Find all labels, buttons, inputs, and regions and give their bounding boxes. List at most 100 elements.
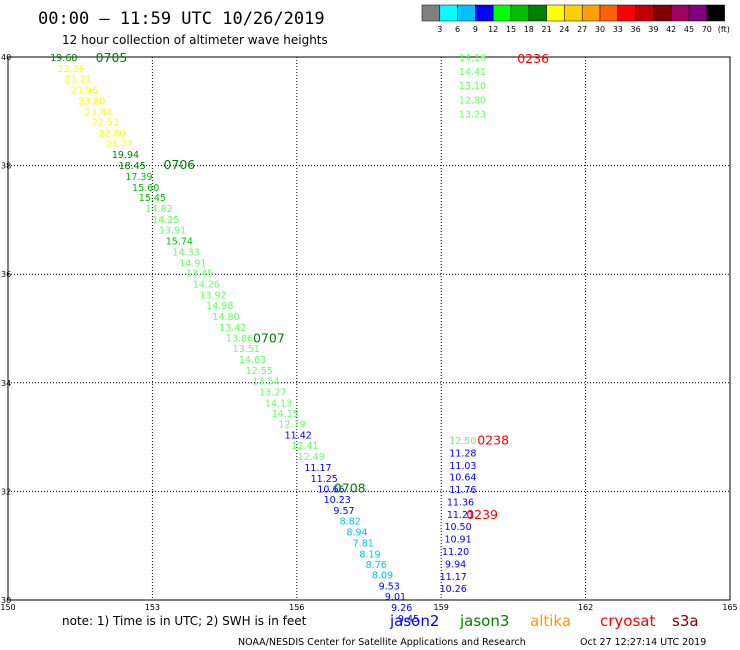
satellite-name: s3a	[672, 612, 699, 630]
pass-time-label: 0236	[517, 51, 549, 66]
colorbar-swatch	[421, 4, 441, 22]
colorbar-label: 9	[473, 25, 478, 34]
pass-time-label: 0705	[96, 50, 128, 65]
wave-height-point: 11.36	[447, 498, 474, 509]
colorbar-label: 70	[702, 25, 712, 34]
satellite-name: altika	[530, 612, 571, 630]
wave-height-point: 7.81	[353, 538, 374, 549]
wave-height-point: 14.15	[272, 409, 299, 420]
x-tick-label: 153	[145, 603, 160, 612]
satellite-name: jason2	[389, 612, 439, 630]
wave-height-point: 13.51	[233, 344, 260, 355]
pass-time-label: 0239	[466, 507, 498, 522]
pass-time-label: 0707	[253, 331, 285, 346]
wave-height-point: 19.94	[112, 150, 139, 161]
pass-labels: 0705 0706 0707 0708 0236 0238 0239	[96, 50, 550, 522]
y-tick-label: 38	[1, 162, 11, 171]
colorbar-label: 21	[542, 25, 552, 34]
colorbar-swatch	[528, 4, 547, 22]
wave-height-point: 8.09	[372, 570, 393, 581]
wave-height-point: 14.91	[179, 258, 206, 269]
colorbar-label: 3	[437, 25, 442, 34]
wave-height-point: 15.74	[166, 237, 193, 248]
wave-height-point: 14.82	[146, 204, 173, 215]
wave-height-point: 14.98	[206, 301, 233, 312]
wave-height-point: 8.94	[346, 528, 367, 539]
wave-height-point: 22.80	[98, 128, 125, 139]
x-tick-labels: 150 153 156 159 162 165	[0, 603, 737, 612]
x-tick-label: 159	[434, 603, 449, 612]
wave-height-point: 13.92	[199, 290, 226, 301]
wave-height-point: 11.28	[449, 448, 476, 459]
colorbar-label: 39	[648, 25, 658, 34]
y-tick-label: 36	[1, 270, 11, 279]
y-tick-label: 30	[1, 596, 11, 605]
colorbar-label: 12	[488, 25, 498, 34]
wave-height-point: 11.17	[440, 572, 467, 583]
wave-height-point: 22.53	[92, 118, 119, 129]
wave-height-point: 11.20	[442, 547, 469, 558]
pass-time-label: 0238	[477, 432, 509, 447]
wave-height-point: 10.23	[324, 495, 351, 506]
wave-height-point: 9.26	[391, 603, 412, 614]
wave-height-point: 12.80	[459, 95, 486, 106]
colorbar-swatch	[670, 4, 690, 22]
wave-height-point: 13.91	[159, 226, 186, 237]
wave-height-point: 18.45	[119, 161, 146, 172]
wave-height-point: 21.21	[65, 75, 92, 86]
wave-height-point: 12.55	[246, 366, 273, 377]
colorbar-label: 36	[631, 25, 641, 34]
wave-height-point: 23.36	[57, 64, 84, 75]
wave-height-point: 14.80	[212, 312, 239, 323]
plot-frame	[7, 56, 731, 601]
colorbar-label: 18	[524, 25, 534, 34]
wave-height-point: 13.10	[459, 81, 486, 92]
colorbar-swatch	[564, 4, 583, 22]
colorbar-swatch	[688, 4, 708, 22]
wave-height-point: 13.27	[259, 387, 286, 398]
wave-height-point: 8.76	[366, 560, 387, 571]
wave-height-point: 9.57	[333, 506, 354, 517]
wave-height-point: 13.23	[459, 109, 486, 120]
colorbar-label: 45	[684, 25, 694, 34]
satellite-name: cryosat	[600, 612, 655, 630]
wave-height-point: 15.60	[132, 183, 159, 194]
wave-height-point: 14.16	[459, 53, 486, 64]
x-tick-label: 165	[722, 603, 737, 612]
pass-time-label: 0708	[334, 481, 366, 496]
wave-height-point: 8.19	[359, 549, 380, 560]
wave-height-point: 11.42	[285, 430, 312, 441]
wave-height-point: 21.77	[106, 139, 133, 150]
wave-height-point: 23.84	[85, 107, 112, 118]
colorbar-label: 33	[613, 25, 623, 34]
x-tick-label: 150	[0, 603, 15, 612]
chart-title: 00:00 – 11:59 UTC 10/26/2019	[38, 9, 325, 29]
wave-height-point: 19.68	[50, 53, 77, 64]
wave-height-labels: 19.6823.3621.2121.9623.8023.8422.5322.80…	[50, 53, 486, 625]
wave-height-point: 11.17	[304, 463, 331, 474]
colorbar-label: 42	[666, 25, 676, 34]
wave-height-point: 17.39	[125, 172, 152, 183]
timestamp-text: Oct 27 12:27:14 UTC 2019	[580, 637, 706, 648]
satellite-name: jason3	[459, 612, 509, 630]
y-tick-labels: 30 32 34 36 38 40	[1, 53, 11, 605]
wave-height-point: 14.13	[265, 398, 292, 409]
colorbar-swatch	[492, 4, 512, 22]
wave-height-point: 9.45	[398, 614, 419, 625]
footer-note: note: 1) Time is in UTC; 2) SWH is in fe…	[62, 614, 307, 628]
wave-height-point: 8.82	[340, 517, 361, 528]
chart-subtitle: 12 hour collection of altimeter wave hei…	[62, 33, 328, 47]
y-tick-label: 34	[1, 379, 11, 388]
satellite-legend: jason2 jason3 altika cryosat s3a	[389, 612, 699, 630]
colorbar-unit: (ft)	[718, 25, 730, 34]
colorbar-label: 15	[506, 25, 516, 34]
y-tick-label: 32	[1, 487, 11, 496]
colorbar-label: 6	[455, 25, 460, 34]
colorbar-swatch	[457, 4, 476, 22]
x-tick-label: 162	[578, 603, 593, 612]
wave-height-point: 10.91	[444, 535, 471, 546]
color-scale-legend: 3 6 9 12 15 18 21 24 27 30 33 36 39 42 45 70 (ft)	[421, 4, 730, 34]
grid-lines	[8, 57, 730, 600]
y-tick-label: 40	[1, 53, 11, 62]
